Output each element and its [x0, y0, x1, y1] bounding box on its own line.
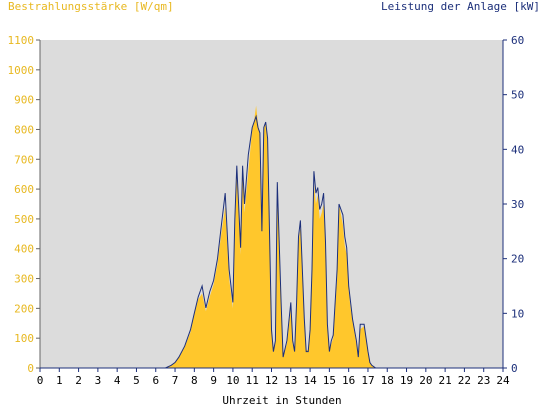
x-tick-label: 22 [458, 374, 471, 387]
x-tick-label: 21 [439, 374, 452, 387]
right-tick-label: 0 [511, 362, 518, 375]
left-tick-label: 500 [14, 213, 34, 226]
x-tick-label: 16 [342, 374, 355, 387]
left-tick-label: 1000 [8, 64, 35, 77]
x-tick-label: 4 [114, 374, 121, 387]
x-tick-label: 13 [284, 374, 297, 387]
right-axis-label: Leistung der Anlage [kW] [381, 0, 540, 13]
x-tick-label: 9 [210, 374, 217, 387]
ticks-layer: 0100200300400500600700800900100011000102… [8, 34, 525, 387]
left-tick-label: 100 [14, 332, 34, 345]
x-tick-label: 5 [133, 374, 140, 387]
left-tick-label: 800 [14, 123, 34, 136]
x-tick-label: 3 [95, 374, 102, 387]
left-tick-label: 0 [27, 362, 34, 375]
x-tick-label: 1 [56, 374, 63, 387]
x-tick-label: 18 [381, 374, 394, 387]
x-tick-label: 0 [37, 374, 44, 387]
x-tick-label: 17 [361, 374, 374, 387]
left-tick-label: 300 [14, 273, 34, 286]
left-tick-label: 700 [14, 153, 34, 166]
x-tick-label: 2 [75, 374, 82, 387]
x-tick-label: 12 [265, 374, 278, 387]
x-tick-label: 7 [172, 374, 179, 387]
x-tick-label: 6 [152, 374, 159, 387]
right-tick-label: 60 [511, 34, 524, 47]
left-tick-label: 400 [14, 243, 34, 256]
right-tick-label: 30 [511, 198, 524, 211]
left-axis-label: Bestrahlungsstärke [W/qm] [8, 0, 174, 13]
left-tick-label: 200 [14, 302, 34, 315]
x-tick-label: 20 [419, 374, 432, 387]
x-tick-label: 10 [226, 374, 239, 387]
right-tick-label: 50 [511, 89, 524, 102]
series-layer [40, 105, 503, 369]
left-tick-label: 1100 [8, 34, 35, 47]
x-tick-label: 11 [246, 374, 259, 387]
x-tick-label: 23 [477, 374, 490, 387]
x-axis-label: Uhrzeit in Stunden [222, 394, 342, 407]
x-tick-label: 15 [323, 374, 336, 387]
right-tick-label: 40 [511, 143, 524, 156]
right-tick-label: 20 [511, 253, 524, 266]
x-tick-label: 24 [496, 374, 510, 387]
x-tick-label: 19 [400, 374, 413, 387]
left-tick-label: 900 [14, 94, 34, 107]
left-tick-label: 600 [14, 183, 34, 196]
right-tick-label: 10 [511, 307, 524, 320]
x-tick-label: 8 [191, 374, 198, 387]
x-tick-label: 14 [303, 374, 317, 387]
power-line [40, 114, 503, 369]
